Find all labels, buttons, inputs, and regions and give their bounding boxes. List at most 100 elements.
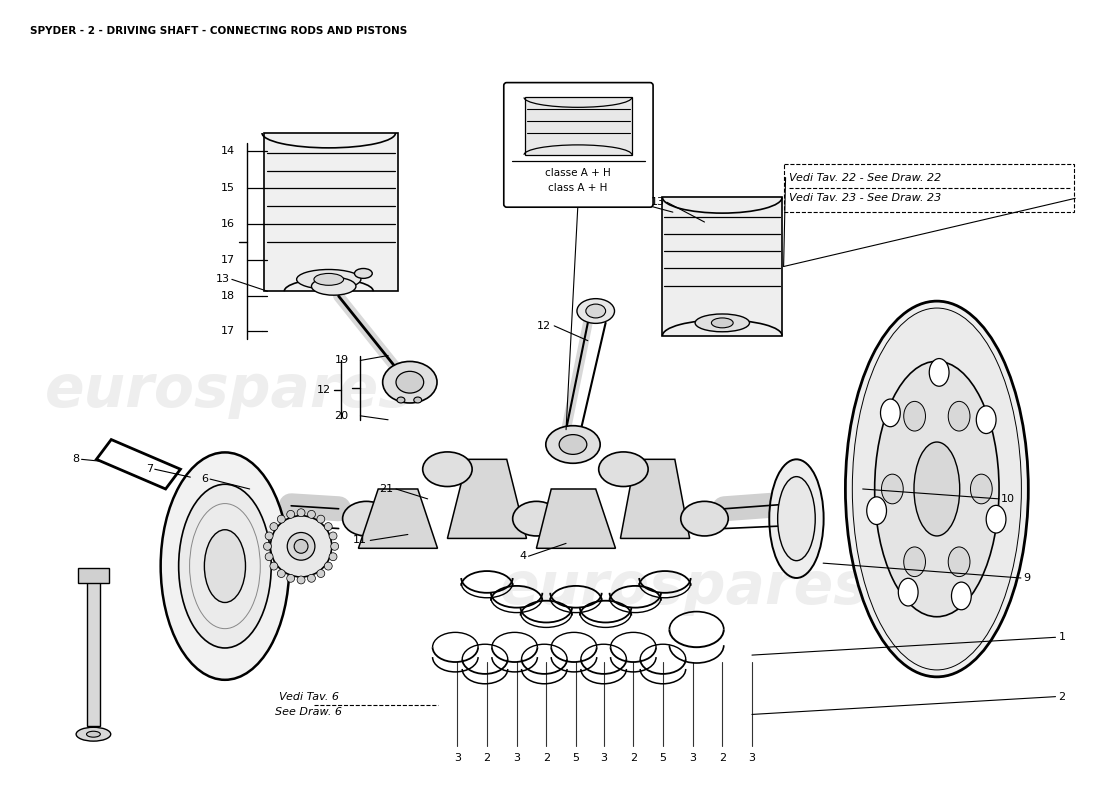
Ellipse shape — [681, 502, 728, 536]
Ellipse shape — [308, 510, 316, 518]
Text: Vedi Tav. 6: Vedi Tav. 6 — [279, 692, 339, 702]
Text: 12: 12 — [537, 321, 551, 331]
Polygon shape — [97, 439, 180, 489]
Text: 13: 13 — [216, 274, 230, 284]
Polygon shape — [78, 568, 109, 583]
Text: eurospares: eurospares — [45, 362, 415, 418]
Text: 2: 2 — [1058, 692, 1066, 702]
Ellipse shape — [287, 574, 295, 582]
Text: 1: 1 — [1058, 632, 1066, 642]
Text: 5: 5 — [660, 753, 667, 763]
Text: 20: 20 — [334, 411, 349, 421]
Text: 3: 3 — [601, 753, 607, 763]
Ellipse shape — [904, 547, 925, 577]
Ellipse shape — [329, 532, 337, 540]
Ellipse shape — [277, 570, 285, 578]
Text: 14: 14 — [221, 146, 234, 156]
Ellipse shape — [287, 533, 315, 560]
Ellipse shape — [559, 434, 586, 454]
Ellipse shape — [546, 426, 601, 463]
Ellipse shape — [598, 452, 648, 486]
Text: class A + H: class A + H — [548, 183, 607, 194]
Ellipse shape — [265, 532, 273, 540]
Ellipse shape — [513, 502, 560, 536]
Ellipse shape — [342, 502, 390, 536]
Text: classe A + H: classe A + H — [546, 167, 611, 178]
Ellipse shape — [396, 371, 424, 393]
Ellipse shape — [205, 530, 245, 602]
Polygon shape — [359, 489, 438, 548]
Text: 6: 6 — [201, 474, 208, 484]
Ellipse shape — [297, 509, 305, 517]
Ellipse shape — [297, 270, 361, 290]
Polygon shape — [264, 133, 398, 291]
Ellipse shape — [586, 304, 606, 318]
Text: SPYDER - 2 - DRIVING SHAFT - CONNECTING RODS AND PISTONS: SPYDER - 2 - DRIVING SHAFT - CONNECTING … — [30, 26, 407, 36]
Text: 11: 11 — [352, 535, 366, 546]
Ellipse shape — [317, 515, 324, 523]
Text: 3: 3 — [454, 753, 461, 763]
Text: 9: 9 — [1023, 573, 1030, 583]
Text: 19: 19 — [334, 355, 349, 366]
FancyBboxPatch shape — [504, 82, 653, 207]
Ellipse shape — [311, 278, 356, 295]
Ellipse shape — [287, 510, 295, 518]
Ellipse shape — [874, 362, 999, 617]
Ellipse shape — [265, 553, 273, 561]
Text: 3: 3 — [748, 753, 756, 763]
Text: 12: 12 — [317, 385, 331, 395]
Ellipse shape — [324, 562, 332, 570]
Ellipse shape — [308, 574, 316, 582]
Text: Vedi Tav. 22 - See Draw. 22: Vedi Tav. 22 - See Draw. 22 — [789, 173, 940, 182]
Ellipse shape — [264, 542, 272, 550]
Ellipse shape — [846, 301, 1028, 677]
Ellipse shape — [317, 570, 324, 578]
Ellipse shape — [277, 515, 285, 523]
Text: Vedi Tav. 23 - See Draw. 23: Vedi Tav. 23 - See Draw. 23 — [789, 194, 940, 203]
Ellipse shape — [354, 269, 372, 278]
Ellipse shape — [414, 397, 421, 403]
Ellipse shape — [397, 397, 405, 403]
Ellipse shape — [987, 506, 1007, 533]
Ellipse shape — [948, 402, 970, 431]
Text: See Draw. 6: See Draw. 6 — [275, 707, 342, 718]
Ellipse shape — [930, 358, 949, 386]
Text: 5: 5 — [572, 753, 580, 763]
Text: 18: 18 — [221, 291, 234, 301]
Text: 21: 21 — [378, 484, 393, 494]
Ellipse shape — [422, 452, 472, 486]
Ellipse shape — [324, 522, 332, 530]
Ellipse shape — [769, 459, 824, 578]
Ellipse shape — [948, 547, 970, 577]
Ellipse shape — [880, 399, 900, 426]
Ellipse shape — [270, 562, 278, 570]
Ellipse shape — [331, 542, 339, 550]
Ellipse shape — [270, 522, 278, 530]
Text: 16: 16 — [221, 219, 234, 229]
Ellipse shape — [977, 406, 997, 434]
Polygon shape — [87, 578, 100, 726]
Ellipse shape — [881, 474, 903, 504]
Text: 3: 3 — [689, 753, 696, 763]
Ellipse shape — [952, 582, 971, 610]
Polygon shape — [448, 459, 527, 538]
Ellipse shape — [76, 727, 111, 741]
Ellipse shape — [271, 516, 332, 577]
Polygon shape — [537, 489, 616, 548]
Ellipse shape — [867, 497, 887, 525]
Ellipse shape — [778, 477, 815, 561]
Text: 10: 10 — [1001, 494, 1015, 504]
Ellipse shape — [294, 539, 308, 554]
Text: 17: 17 — [221, 254, 234, 265]
Ellipse shape — [899, 578, 918, 606]
Text: eurospares: eurospares — [500, 559, 869, 616]
Ellipse shape — [329, 553, 337, 561]
Ellipse shape — [970, 474, 992, 504]
Ellipse shape — [87, 731, 100, 737]
Ellipse shape — [297, 576, 305, 584]
Ellipse shape — [161, 453, 289, 680]
Text: 2: 2 — [483, 753, 491, 763]
Text: 8: 8 — [73, 454, 79, 464]
Polygon shape — [662, 198, 782, 336]
Text: 15: 15 — [221, 183, 234, 194]
